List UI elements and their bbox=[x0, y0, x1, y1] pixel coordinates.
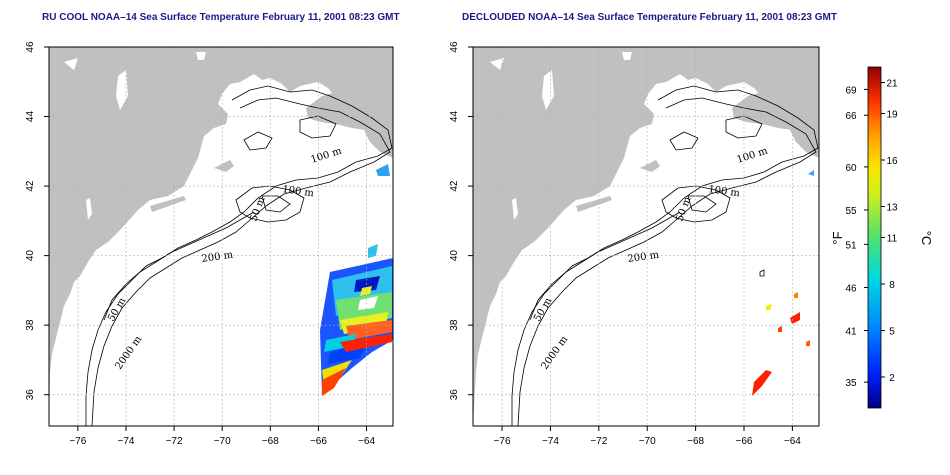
lake bbox=[86, 198, 92, 220]
land-cape-cod bbox=[640, 160, 660, 172]
contour-label-100m-b: 100 m bbox=[708, 184, 741, 199]
y-tick-label: 36 bbox=[449, 389, 460, 401]
lake bbox=[64, 58, 78, 70]
lake bbox=[512, 198, 518, 220]
colorbar-fahrenheit-tick-label: 41 bbox=[845, 327, 857, 338]
colorbar-fahrenheit-tick-label: 51 bbox=[845, 240, 857, 251]
x-tick-label: −68 bbox=[687, 436, 704, 447]
land-northeast bbox=[49, 47, 393, 426]
colorbar-fahrenheit-tick-label: 69 bbox=[845, 85, 857, 96]
colorbar-fahrenheit-tick-label: 35 bbox=[845, 378, 857, 389]
x-tick-label: −72 bbox=[590, 436, 607, 447]
map-panel-raw: RU COOL NOAA–14 Sea Surface Temperature … bbox=[25, 12, 400, 447]
bathymetry-contours bbox=[511, 85, 819, 426]
contour-label-100m-b: 100 m bbox=[282, 184, 315, 199]
land-nova-scotia bbox=[732, 92, 816, 134]
colorbar-fahrenheit-tick-label: 46 bbox=[845, 283, 857, 294]
sst-swath bbox=[320, 164, 393, 396]
axis-ticks: −76 −74 −72 −70 −68 −66 −64 36 38 40 42 44 46 bbox=[25, 41, 375, 447]
y-tick-label: 40 bbox=[449, 250, 460, 262]
x-tick-label: −74 bbox=[542, 436, 559, 447]
colorbar-ticks: 21 19 16 13 11 8 5 2 69 66 60 55 51 46 41 35 bbox=[845, 79, 898, 390]
map-title: RU COOL NOAA–14 Sea Surface Temperature … bbox=[42, 12, 400, 23]
colorbar-celsius-tick-label: 5 bbox=[889, 327, 895, 338]
x-tick-label: −68 bbox=[262, 436, 279, 447]
colorbar-fahrenheit-tick-label: 60 bbox=[845, 163, 857, 174]
y-tick-label: 42 bbox=[449, 180, 460, 192]
colorbar-celsius-tick-label: 13 bbox=[886, 203, 898, 214]
x-tick-label: −76 bbox=[69, 436, 86, 447]
y-tick-label: 38 bbox=[449, 319, 460, 331]
colorbar-celsius-tick-label: 16 bbox=[886, 156, 898, 167]
y-tick-label: 44 bbox=[449, 111, 460, 123]
y-tick-label: 44 bbox=[25, 111, 36, 123]
x-tick-label: −64 bbox=[784, 436, 801, 447]
colorbar-ramp bbox=[867, 66, 882, 409]
sst-clear-pixels bbox=[752, 170, 814, 396]
colorbar-celsius-tick-label: 8 bbox=[889, 280, 895, 291]
y-tick-label: 46 bbox=[449, 41, 460, 53]
map-frame bbox=[48, 46, 394, 427]
land-long-island bbox=[150, 196, 186, 212]
map-title: DECLOUDED NOAA–14 Sea Surface Temperatur… bbox=[462, 12, 837, 23]
map-area bbox=[473, 47, 819, 426]
y-tick-label: 40 bbox=[25, 250, 36, 262]
lake bbox=[196, 52, 206, 60]
lake bbox=[116, 70, 128, 110]
colorbar-celsius-tick-label: 2 bbox=[889, 373, 895, 384]
land-cape-cod bbox=[214, 160, 234, 172]
y-tick-label: 38 bbox=[25, 319, 36, 331]
land-long-island bbox=[576, 196, 612, 212]
land-nova-scotia bbox=[306, 92, 390, 134]
colorbar-celsius-tick-label: 11 bbox=[887, 234, 898, 245]
x-tick-label: −66 bbox=[310, 436, 327, 447]
x-tick-label: −76 bbox=[494, 436, 511, 447]
colorbar-celsius-label: °C bbox=[919, 231, 934, 246]
y-tick-label: 36 bbox=[25, 389, 36, 401]
colorbar-fahrenheit-tick-label: 55 bbox=[845, 206, 857, 217]
bathymetry-contours bbox=[85, 85, 393, 426]
colorbar-celsius-tick-label: 21 bbox=[886, 79, 898, 90]
x-tick-label: −72 bbox=[166, 436, 183, 447]
x-tick-label: −74 bbox=[117, 436, 134, 447]
axis-ticks: −76 −74 −72 −70 −68 −66 −64 36 38 40 42 44 46 bbox=[449, 41, 801, 447]
map-area bbox=[49, 47, 393, 426]
colorbar-fahrenheit-tick-label: 66 bbox=[845, 111, 857, 122]
lake bbox=[542, 70, 554, 110]
lake bbox=[622, 52, 632, 60]
colorbar-celsius-tick-label: 19 bbox=[886, 110, 898, 121]
contour-label-200m: 200 m bbox=[627, 250, 660, 265]
colorbar: 21 19 16 13 11 8 5 2 69 66 60 55 51 46 41 35 °F °C bbox=[830, 66, 934, 409]
lake bbox=[490, 58, 504, 70]
x-tick-label: −64 bbox=[358, 436, 375, 447]
land-northeast bbox=[473, 47, 819, 426]
colorbar-fahrenheit-label: °F bbox=[830, 231, 845, 244]
x-tick-label: −66 bbox=[736, 436, 753, 447]
y-tick-label: 42 bbox=[25, 180, 36, 192]
contour-label-200m: 200 m bbox=[201, 250, 234, 265]
y-tick-label: 46 bbox=[25, 41, 36, 53]
map-panel-declouded: DECLOUDED NOAA–14 Sea Surface Temperatur… bbox=[449, 12, 837, 447]
x-tick-label: −70 bbox=[639, 436, 656, 447]
x-tick-label: −70 bbox=[214, 436, 231, 447]
map-frame bbox=[472, 46, 820, 427]
